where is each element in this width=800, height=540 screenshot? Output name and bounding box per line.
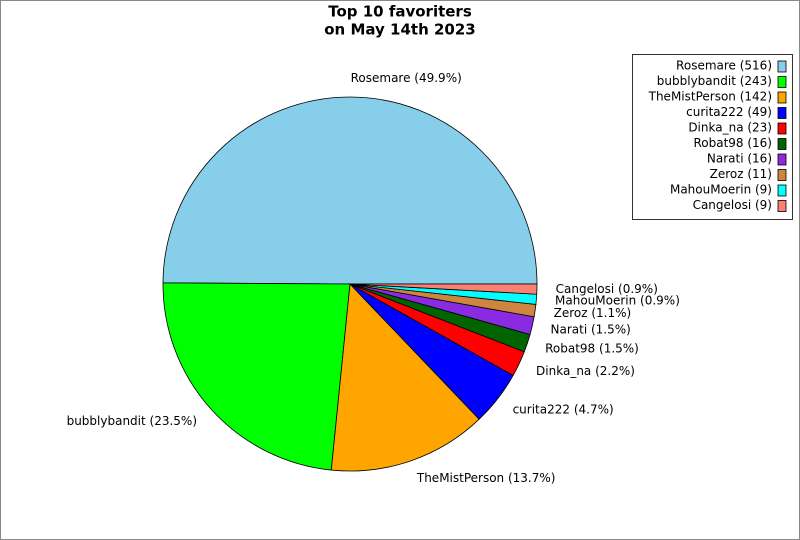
legend-swatch [777, 169, 787, 181]
legend-label: bubblybandit (243) [657, 74, 772, 88]
legend-swatch [777, 107, 787, 119]
pie-label: Narati (1.5%) [551, 322, 631, 336]
pie-label: Cangelosi (0.9%) [556, 282, 658, 296]
pie-wedge [349, 283, 538, 295]
legend-label: Rosemare (516) [676, 59, 772, 73]
legend-label: MahouMoerin (9) [670, 183, 772, 197]
pie-label: curita222 (4.7%) [513, 403, 614, 417]
legend-swatch [777, 138, 787, 150]
legend-swatch [777, 60, 787, 73]
pie-label: bubblybandit (23.5%) [67, 414, 197, 428]
pie-wedge [162, 96, 538, 285]
legend-label: Cangelosi (9) [693, 198, 772, 212]
legend-swatch [777, 200, 787, 212]
legend-label: TheMistPerson (142) [648, 90, 772, 104]
pie-label: Dinka_na (2.2%) [536, 364, 635, 378]
pie-label: Zeroz (1.1%) [554, 306, 632, 320]
legend-swatch [777, 184, 787, 197]
pie-wedge [162, 282, 351, 471]
legend-label: curita222 (49) [686, 105, 772, 119]
legend-swatch [777, 76, 787, 88]
chart-title: Top 10 favoriters [328, 3, 472, 21]
pie-label: TheMistPerson (13.7%) [416, 471, 556, 485]
chart-title: on May 14th 2023 [324, 21, 476, 39]
pie-label: MahouMoerin (0.9%) [555, 293, 680, 307]
legend-label: Dinka_na (23) [688, 121, 772, 135]
legend-box [632, 54, 793, 220]
legend: Rosemare (516)bubblybandit (243) TheMistP… [632, 54, 793, 220]
legend-swatch [777, 91, 787, 104]
legend-swatch [777, 153, 787, 166]
legend-label: Zeroz (11) [710, 167, 772, 181]
legend-label: Narati (16) [707, 152, 772, 166]
pie-wedge [330, 283, 480, 472]
legend-swatch [777, 122, 787, 135]
legend-label: Robat98 (16) [693, 136, 772, 150]
pie-label: Robat98 (1.5%) [545, 342, 639, 356]
pie-label: Rosemare (49.9%) [351, 71, 462, 85]
